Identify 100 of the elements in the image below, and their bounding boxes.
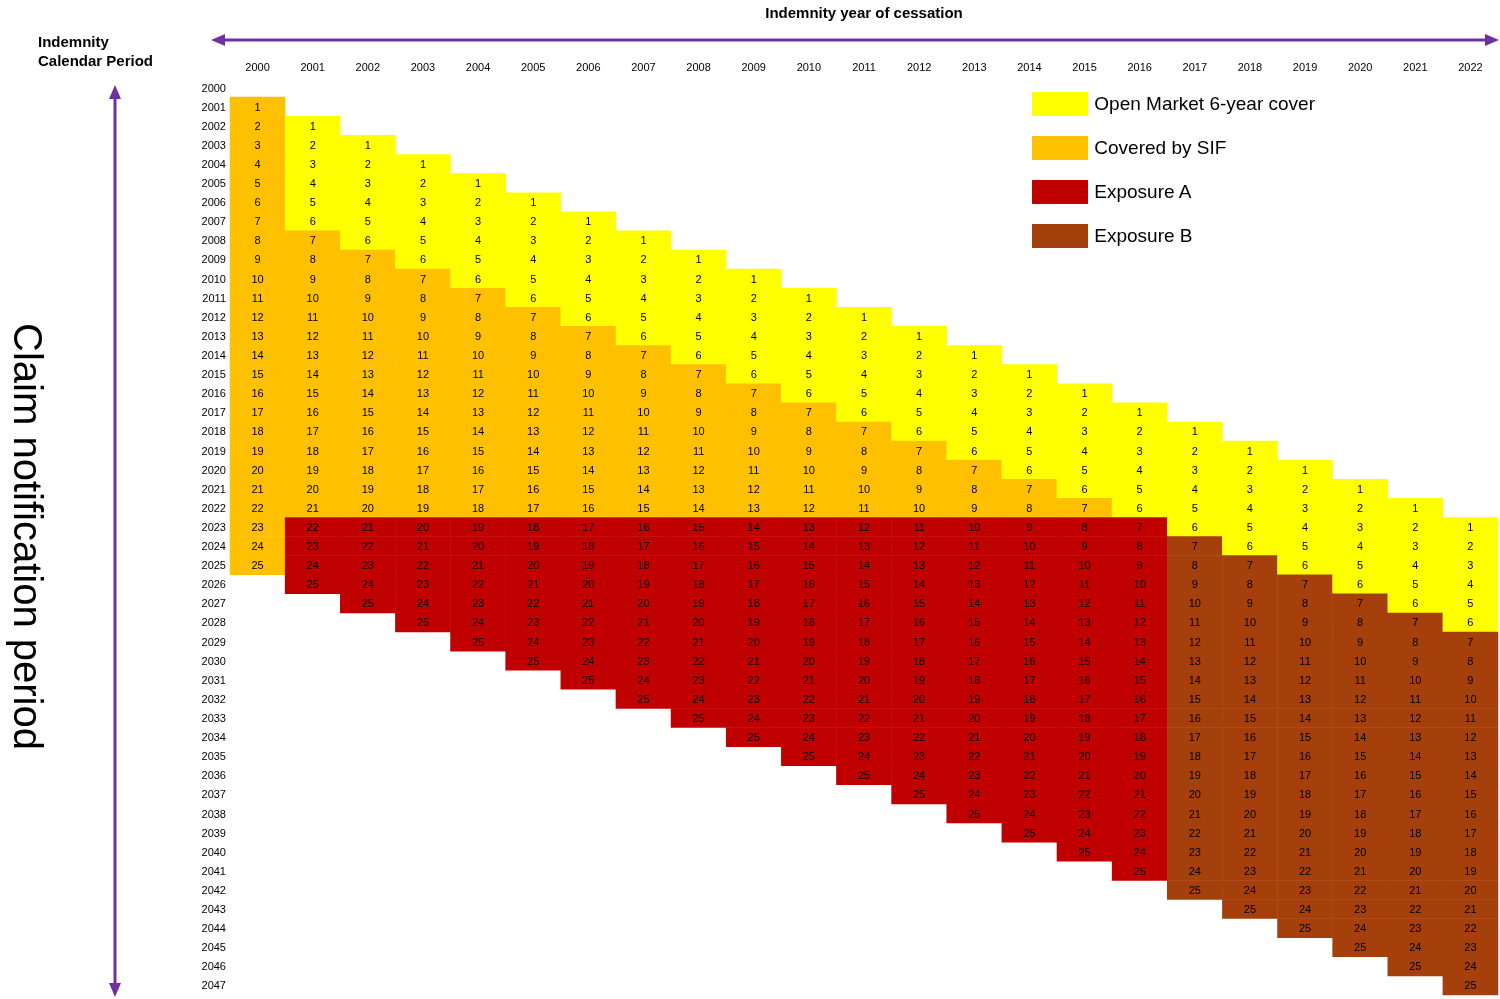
data-label: 9 <box>805 444 812 457</box>
data-label: 10 <box>857 482 871 495</box>
data-label: 2 <box>419 177 427 190</box>
data-label: 12 <box>1298 673 1312 686</box>
data-label: 19 <box>582 559 595 572</box>
data-label: 24 <box>527 635 540 648</box>
data-label: 5 <box>1081 463 1088 476</box>
data-label: 6 <box>1191 520 1198 533</box>
data-label: 17 <box>747 578 760 591</box>
data-label: 23 <box>1078 807 1091 820</box>
y-tick-label: 2036 <box>201 769 226 782</box>
data-label: 25 <box>747 731 760 744</box>
y-tick-label: 2016 <box>201 387 226 400</box>
data-label: 1 <box>1412 501 1419 514</box>
x-tick-label: 2008 <box>686 60 711 73</box>
data-label: 24 <box>1243 883 1257 896</box>
data-label: 4 <box>364 196 371 209</box>
data-label: 12 <box>1188 635 1201 648</box>
data-label: 5 <box>1136 482 1143 495</box>
data-label: 16 <box>251 387 264 400</box>
data-label: 17 <box>1188 731 1201 744</box>
data-label: 17 <box>361 444 374 457</box>
data-label: 3 <box>1191 463 1198 476</box>
data-label: 24 <box>1464 960 1477 973</box>
data-label: 15 <box>416 425 430 438</box>
data-label: 24 <box>802 731 815 744</box>
data-label: 8 <box>805 425 812 438</box>
data-label: 20 <box>1078 750 1091 763</box>
data-label: 8 <box>695 387 702 400</box>
data-label: 8 <box>475 310 482 323</box>
data-label: 10 <box>968 520 981 533</box>
data-label: 3 <box>1301 501 1309 514</box>
data-label: 8 <box>1026 501 1033 514</box>
data-label: 23 <box>692 673 705 686</box>
category-label: Open Market 6-year cover <box>1094 93 1315 115</box>
data-label: 17 <box>692 559 705 572</box>
data-label: 12 <box>747 482 760 495</box>
data-label: 4 <box>585 272 592 285</box>
data-label: 19 <box>1133 750 1146 763</box>
data-label: 9 <box>1412 654 1419 667</box>
data-label: 15 <box>1188 692 1201 705</box>
data-label: 11 <box>858 501 870 514</box>
data-label: 11 <box>527 387 539 400</box>
data-label: 23 <box>1243 864 1257 877</box>
data-label: 3 <box>1357 520 1364 533</box>
data-label: 19 <box>416 501 430 514</box>
data-label: 1 <box>1026 368 1033 381</box>
y-tick-label: 2006 <box>201 196 226 209</box>
data-label: 11 <box>1409 692 1422 705</box>
data-label: 10 <box>802 463 815 476</box>
data-label: 18 <box>1243 769 1257 782</box>
data-label: 5 <box>530 272 537 285</box>
data-label: 15 <box>857 578 871 591</box>
data-label: 12 <box>1354 692 1367 705</box>
data-label: 18 <box>637 559 650 572</box>
data-label: 7 <box>1301 578 1309 591</box>
data-label: 10 <box>306 291 319 304</box>
data-label: 18 <box>1298 788 1312 801</box>
data-label: 8 <box>1136 540 1143 553</box>
data-label: 13 <box>802 520 815 533</box>
data-label: 3 <box>1246 482 1253 495</box>
data-label: 20 <box>1464 883 1477 896</box>
data-label: 10 <box>416 329 430 342</box>
data-label: 11 <box>1244 635 1256 648</box>
data-label: 21 <box>1078 769 1091 782</box>
data-label: 21 <box>582 597 595 610</box>
data-label: 5 <box>1301 540 1309 553</box>
data-label: 8 <box>419 291 427 304</box>
data-label: 7 <box>750 387 757 400</box>
data-label: 22 <box>306 520 319 533</box>
y-axis-title: Claim notification period <box>6 323 50 750</box>
data-label: 14 <box>1464 769 1477 782</box>
data-label: 9 <box>364 291 371 304</box>
data-label: 16 <box>857 597 871 610</box>
data-label: 14 <box>582 463 595 476</box>
data-label: 18 <box>1023 692 1036 705</box>
data-label: 24 <box>747 711 760 724</box>
data-label: 5 <box>750 349 757 362</box>
data-label: 7 <box>1136 520 1143 533</box>
data-label: 19 <box>1188 769 1201 782</box>
data-label: 22 <box>251 501 264 514</box>
data-label: 23 <box>913 750 926 763</box>
data-label: 14 <box>361 387 374 400</box>
data-label: 12 <box>802 501 815 514</box>
data-label: 20 <box>1409 864 1422 877</box>
y-tick-label: 2034 <box>201 731 226 744</box>
data-label: 7 <box>254 215 261 228</box>
y-tick-label: 2007 <box>201 215 226 228</box>
data-label: 10 <box>1464 692 1477 705</box>
data-label: 16 <box>747 559 760 572</box>
data-label: 10 <box>692 425 705 438</box>
data-label: 22 <box>1133 807 1146 820</box>
y-tick-label: 2012 <box>201 310 226 323</box>
data-label: 1 <box>254 100 261 113</box>
data-label: 10 <box>1078 559 1091 572</box>
data-label: 22 <box>692 654 705 667</box>
data-label: 17 <box>913 635 926 648</box>
x-tick-label: 2012 <box>906 60 932 73</box>
data-label: 6 <box>860 406 868 419</box>
data-label: 20 <box>692 616 705 629</box>
